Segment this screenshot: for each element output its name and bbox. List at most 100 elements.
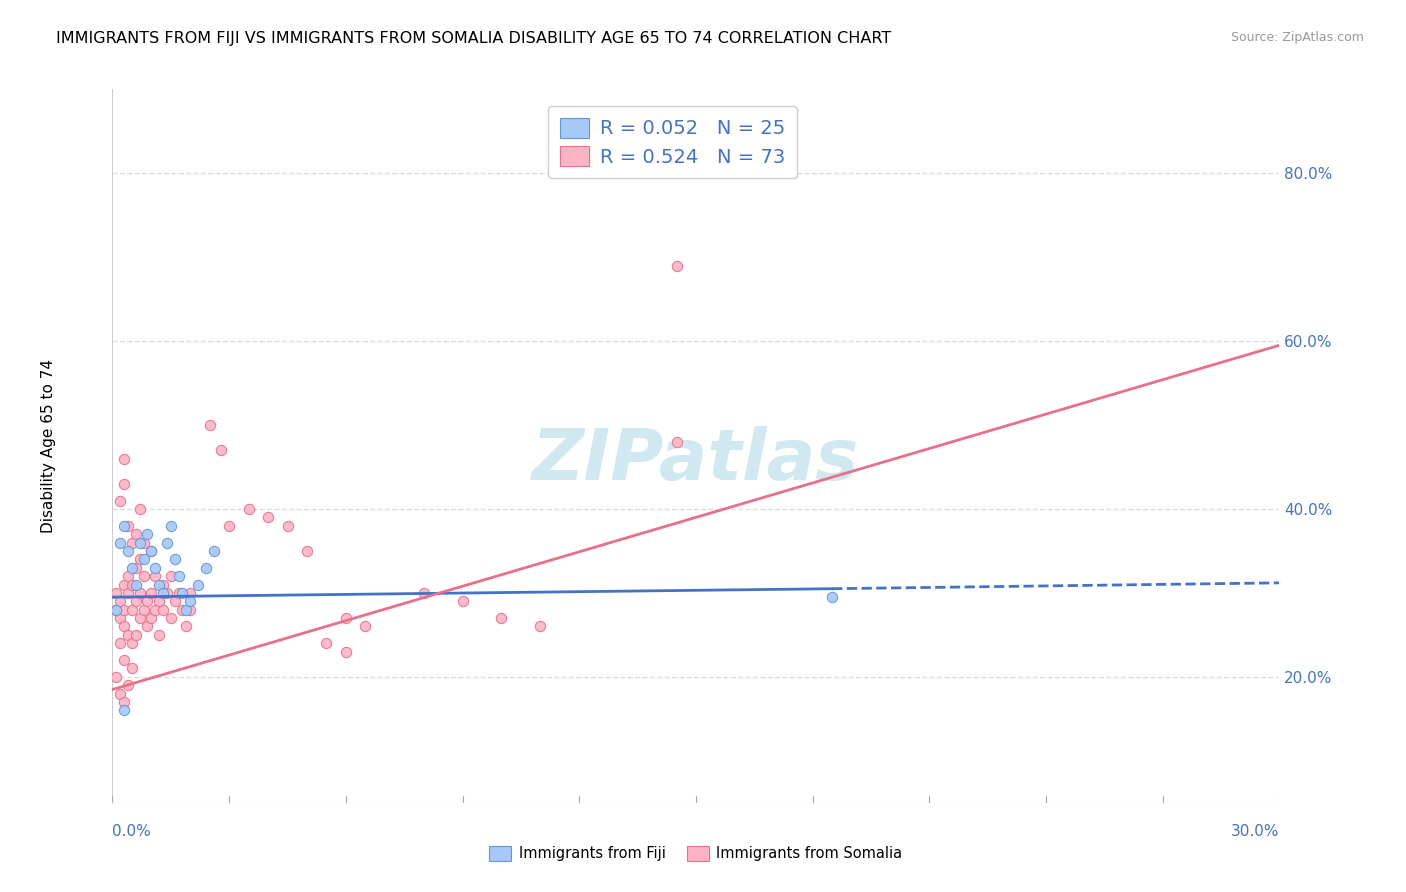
Point: [110, 611, 132, 625]
Point: [105, 603, 128, 617]
Point: [121, 577, 143, 591]
Point: [148, 594, 170, 608]
Text: IMMIGRANTS FROM FIJI VS IMMIGRANTS FROM SOMALIA DISABILITY AGE 65 TO 74 CORRELAT: IMMIGRANTS FROM FIJI VS IMMIGRANTS FROM …: [56, 31, 891, 46]
Text: Source: ZipAtlas.com: Source: ZipAtlas.com: [1230, 31, 1364, 45]
Point: [117, 678, 139, 692]
Point: [529, 619, 551, 633]
Point: [172, 586, 194, 600]
Point: [160, 518, 183, 533]
Point: [141, 586, 163, 600]
Point: [128, 552, 150, 566]
Point: [238, 502, 260, 516]
Point: [179, 603, 201, 617]
Point: [132, 603, 155, 617]
Point: [152, 603, 174, 617]
Point: [128, 611, 150, 625]
Point: [315, 636, 337, 650]
Point: [156, 535, 179, 549]
Point: [121, 636, 143, 650]
Point: [172, 603, 194, 617]
Point: [110, 493, 132, 508]
Point: [105, 586, 128, 600]
Point: [141, 544, 163, 558]
Point: [148, 577, 170, 591]
Point: [187, 577, 209, 591]
Point: [148, 628, 170, 642]
Point: [167, 569, 190, 583]
Point: [136, 619, 159, 633]
Point: [276, 518, 298, 533]
Point: [117, 586, 139, 600]
Point: [209, 443, 232, 458]
Point: [105, 670, 128, 684]
Point: [121, 560, 143, 574]
Point: [176, 603, 198, 617]
Point: [125, 560, 148, 574]
Point: [112, 619, 135, 633]
Point: [112, 653, 135, 667]
Text: 30.0%: 30.0%: [1232, 824, 1279, 838]
Point: [121, 535, 143, 549]
Point: [112, 577, 135, 591]
Point: [143, 569, 166, 583]
Legend: Immigrants from Fiji, Immigrants from Somalia: Immigrants from Fiji, Immigrants from So…: [484, 839, 908, 867]
Point: [125, 527, 148, 541]
Point: [132, 569, 155, 583]
Text: ZIPatlas: ZIPatlas: [533, 425, 859, 495]
Point: [152, 577, 174, 591]
Point: [121, 661, 143, 675]
Point: [179, 594, 201, 608]
Point: [132, 535, 155, 549]
Point: [117, 544, 139, 558]
Point: [112, 695, 135, 709]
Point: [125, 577, 148, 591]
Point: [335, 611, 357, 625]
Point: [141, 544, 163, 558]
Point: [136, 594, 159, 608]
Point: [198, 417, 221, 432]
Point: [110, 594, 132, 608]
Text: 0.0%: 0.0%: [112, 824, 152, 838]
Point: [128, 502, 150, 516]
Point: [491, 611, 513, 625]
Point: [128, 535, 150, 549]
Point: [112, 476, 135, 491]
Point: [105, 603, 128, 617]
Point: [412, 586, 434, 600]
Point: [110, 636, 132, 650]
Point: [335, 645, 357, 659]
Point: [125, 628, 148, 642]
Point: [167, 586, 190, 600]
Point: [117, 628, 139, 642]
Point: [117, 569, 139, 583]
Point: [128, 586, 150, 600]
Point: [451, 594, 474, 608]
Point: [354, 619, 377, 633]
Point: [179, 586, 201, 600]
Point: [821, 590, 844, 604]
Point: [163, 552, 186, 566]
Point: [202, 544, 225, 558]
Point: [152, 586, 174, 600]
Text: Disability Age 65 to 74: Disability Age 65 to 74: [41, 359, 56, 533]
Point: [110, 687, 132, 701]
Point: [665, 434, 688, 449]
Point: [194, 560, 217, 574]
Point: [117, 518, 139, 533]
Point: [112, 603, 135, 617]
Point: [156, 586, 179, 600]
Point: [160, 569, 183, 583]
Point: [218, 518, 240, 533]
Point: [132, 552, 155, 566]
Point: [112, 518, 135, 533]
Point: [295, 544, 318, 558]
Point: [143, 560, 166, 574]
Point: [160, 611, 183, 625]
Point: [176, 619, 198, 633]
Point: [121, 603, 143, 617]
Point: [143, 603, 166, 617]
Point: [257, 510, 280, 524]
Point: [141, 611, 163, 625]
Point: [136, 527, 159, 541]
Point: [112, 703, 135, 717]
